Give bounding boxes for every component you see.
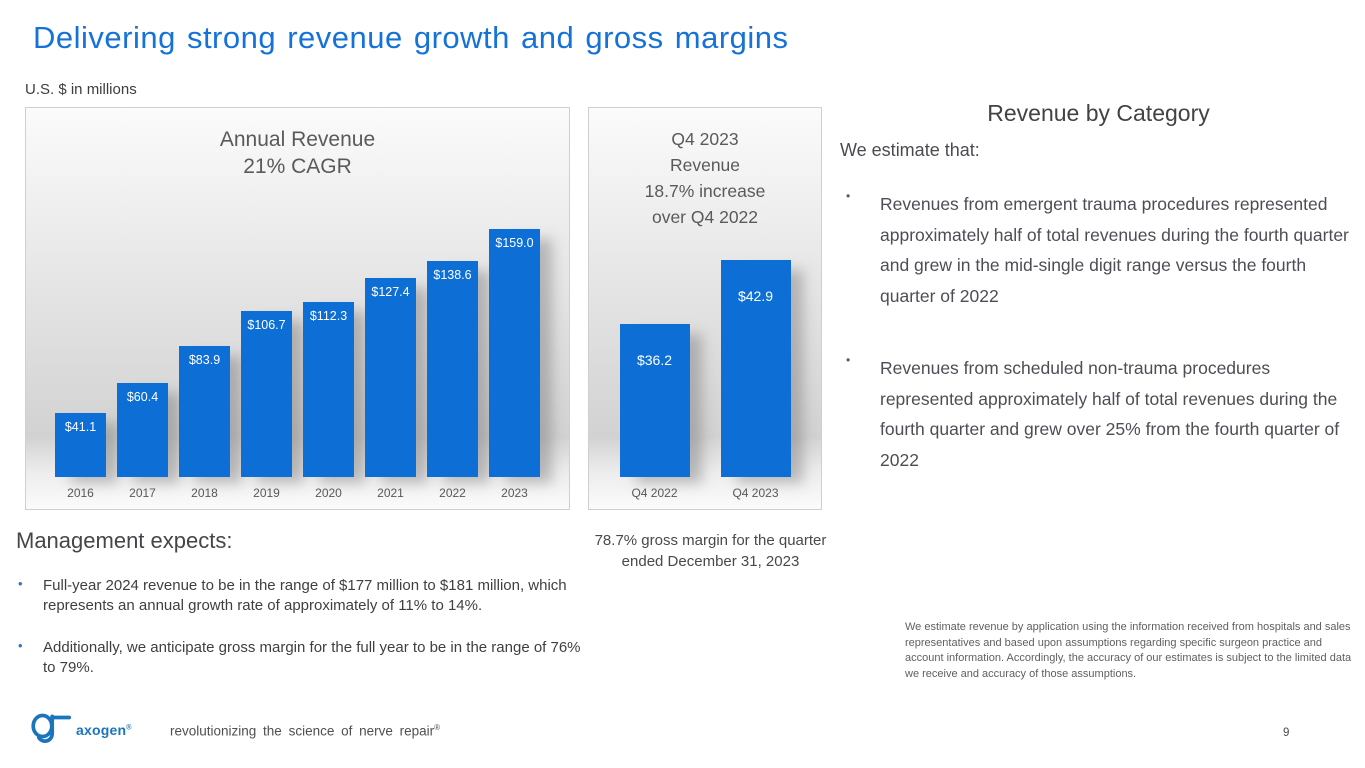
x-axis-label: 2021: [377, 486, 404, 500]
bar-2018: $83.9: [179, 346, 230, 477]
bar-value-label: $60.4: [126, 390, 159, 404]
gross-margin-note: 78.7% gross margin for the quarter ended…: [594, 532, 827, 570]
bar-value-label: $159.0: [495, 236, 534, 250]
bullet-icon: •: [18, 576, 23, 591]
list-item: • Revenues from scheduled non-trauma pro…: [840, 353, 1357, 475]
bar-value-label: $36.2: [636, 352, 673, 368]
bar-column: $127.4 2021: [365, 278, 416, 509]
x-axis-label: Q4 2022: [631, 486, 678, 500]
x-axis-label: 2019: [253, 486, 280, 500]
category-bullet-list: • Revenues from emergent trauma procedur…: [840, 189, 1357, 475]
bar-value-label: $127.4: [371, 285, 410, 299]
x-axis-label: 2020: [315, 486, 342, 500]
slide-title: Delivering strong revenue growth and gro…: [33, 20, 789, 55]
q4-revenue-plot-area: $36.2 Q4 2022 $42.9 Q4 2023: [589, 108, 821, 509]
bar-2017: $60.4: [117, 383, 168, 477]
x-axis-label: Q4 2023: [732, 486, 779, 500]
bar-column: $36.2 Q4 2022: [619, 324, 690, 509]
bar-column: $42.9 Q4 2023: [720, 260, 791, 509]
list-item: • Additionally, we anticipate gross marg…: [16, 638, 581, 678]
bar-Q4 2022: $36.2: [619, 324, 690, 477]
bar-column: $60.4 2017: [117, 383, 168, 509]
bar-value-label: $138.6: [433, 268, 472, 282]
management-expects-heading: Management expects:: [16, 528, 233, 553]
annual-revenue-chart: $41.1 2016 $60.4 2017 $83.9 2018 $106.7 2019 $11…: [25, 107, 570, 510]
revenue-by-category-section: Revenue by Category We estimate that: • …: [840, 100, 1357, 517]
bar-column: $106.7 2019: [241, 311, 292, 509]
bar-value-label: $106.7: [247, 318, 286, 332]
bullet-icon: •: [846, 189, 851, 203]
bar-2019: $106.7: [241, 311, 292, 477]
tagline-text: revolutionizing the science of nerve rep…: [170, 723, 435, 739]
bar-Q4 2023: $42.9: [720, 260, 791, 477]
bullet-icon: •: [18, 638, 23, 653]
annual-revenue-plot-area: $41.1 2016 $60.4 2017 $83.9 2018 $106.7 2019 $11…: [26, 108, 569, 509]
list-item: • Full-year 2024 revenue to be in the ra…: [16, 576, 581, 616]
bar-2023: $159.0: [489, 229, 540, 477]
bar-column: $83.9 2018: [179, 346, 230, 509]
q4-revenue-chart-title: Q4 2023 Revenue 18.7% increase over Q4 2…: [644, 129, 766, 227]
registered-mark: ®: [434, 723, 441, 732]
bar-value-label: $41.1: [64, 420, 97, 434]
x-axis-label: 2023: [501, 486, 528, 500]
units-note: U.S. $ in millions: [25, 81, 137, 98]
bar-column: $138.6 2022: [427, 261, 478, 509]
bar-value-label: $42.9: [737, 288, 774, 304]
bullet-icon: •: [846, 353, 851, 367]
x-axis-label: 2016: [67, 486, 94, 500]
bar-2016: $41.1: [55, 413, 106, 477]
estimate-disclaimer: We estimate revenue by application using…: [905, 621, 1352, 680]
bar-value-label: $83.9: [188, 353, 221, 367]
bar-2022: $138.6: [427, 261, 478, 477]
brand-wordmark: axogen®: [76, 722, 132, 738]
bullet-text: Additionally, we anticipate gross margin…: [43, 639, 581, 676]
bar-column: $41.1 2016: [55, 413, 106, 509]
revenue-by-category-heading: Revenue by Category: [987, 100, 1210, 126]
registered-mark: ®: [126, 724, 132, 732]
bullet-text: Revenues from emergent trauma procedures…: [880, 194, 1349, 306]
bullet-text: Full-year 2024 revenue to be in the rang…: [43, 577, 567, 614]
bar-2021: $127.4: [365, 278, 416, 477]
we-estimate-intro: We estimate that:: [840, 140, 980, 160]
annual-revenue-chart-title: Annual Revenue 21% CAGR: [219, 128, 376, 178]
bar-column: $159.0 2023: [489, 229, 540, 509]
management-expects-section: Management expects: • Full-year 2024 rev…: [16, 528, 581, 678]
bar-value-label: $112.3: [309, 309, 348, 323]
footer-tagline: revolutionizing the science of nerve rep…: [170, 723, 440, 739]
brand-name: axogen: [76, 722, 127, 738]
x-axis-label: 2022: [439, 486, 466, 500]
list-item: • Revenues from emergent trauma procedur…: [840, 189, 1357, 311]
bar-2020: $112.3: [303, 302, 354, 477]
bar-column: $112.3 2020: [303, 302, 354, 509]
axogen-logo-icon: [31, 713, 72, 743]
page-number: 9: [1283, 727, 1290, 739]
q4-revenue-chart: $36.2 Q4 2022 $42.9 Q4 2023 Q4 2023 Revenue…: [588, 107, 822, 510]
x-axis-label: 2017: [129, 486, 156, 500]
x-axis-label: 2018: [191, 486, 218, 500]
bullet-text: Revenues from scheduled non-trauma proce…: [880, 358, 1340, 470]
